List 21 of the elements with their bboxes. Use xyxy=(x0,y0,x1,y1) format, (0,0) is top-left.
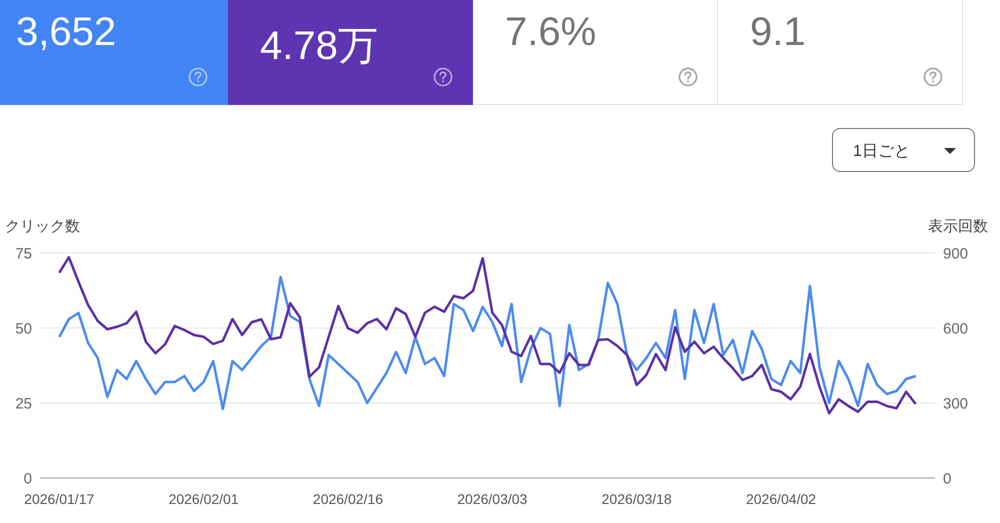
y-tick-label: 25 xyxy=(15,395,32,412)
y-axis-title: クリック数 xyxy=(5,217,80,236)
text: 7.6% xyxy=(505,10,596,55)
x-tick-label: 2026/03/18 xyxy=(602,490,672,507)
text: 4.78万 xyxy=(260,23,378,70)
y2-tick-label: 900 xyxy=(943,245,968,262)
text: 3,652 xyxy=(16,10,116,55)
y-tick-label: 50 xyxy=(15,320,32,338)
y-tick-label: 0 xyxy=(24,470,32,488)
x-tick-label: 2026/03/03 xyxy=(457,490,528,507)
x-tick-label: 2026/04/02 xyxy=(746,490,816,507)
y2-axis-title: 表示回数 xyxy=(928,217,988,236)
x-tick-label: 2026/02/16 xyxy=(312,490,384,507)
y2-tick-label: 0 xyxy=(943,470,952,488)
y-tick-label: 75 xyxy=(15,245,32,262)
x-tick-label: 2026/02/01 xyxy=(168,490,239,507)
text: 1日ごと xyxy=(853,142,910,162)
x-tick-label: 2026/01/17 xyxy=(24,490,94,507)
y2-tick-label: 600 xyxy=(943,320,968,338)
text: 9.1 xyxy=(750,10,806,55)
y2-tick-label: 300 xyxy=(943,395,968,412)
